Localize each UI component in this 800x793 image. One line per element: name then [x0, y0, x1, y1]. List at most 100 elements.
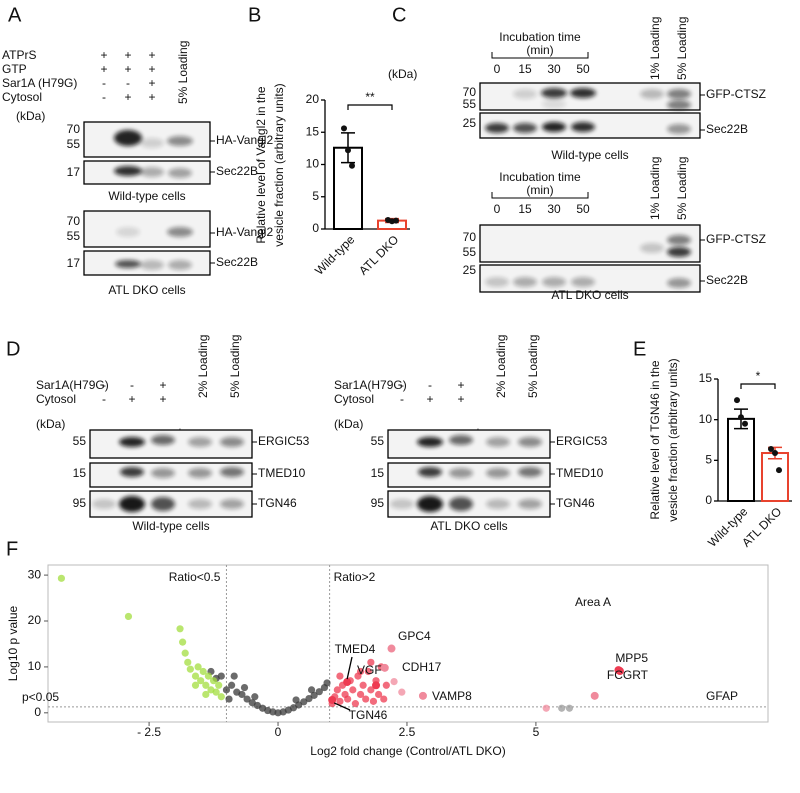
band — [116, 227, 140, 237]
data-point — [191, 681, 200, 689]
y-tick-label: 0 — [705, 493, 712, 507]
band — [417, 437, 443, 447]
data-point — [349, 686, 357, 694]
band — [449, 435, 473, 445]
band — [92, 499, 116, 509]
condition-sign: - — [126, 76, 130, 90]
condition-sign: - — [102, 90, 106, 104]
band — [120, 467, 144, 477]
x-tick-label: Wild-type — [312, 232, 357, 277]
protein-label: Sec22B — [216, 164, 258, 178]
panel-letter: D — [6, 338, 20, 360]
data-point — [238, 690, 246, 699]
band — [151, 435, 175, 445]
band — [115, 260, 141, 268]
band — [640, 243, 664, 253]
kda-marker: 25 — [463, 263, 477, 277]
band — [167, 136, 193, 146]
bracket — [491, 192, 589, 199]
unit: (min) — [526, 183, 553, 197]
band — [667, 124, 691, 134]
band — [486, 437, 510, 447]
condition-sign: - — [102, 392, 106, 406]
time-label: 30 — [547, 62, 561, 76]
data-point — [349, 162, 355, 169]
data-point — [367, 658, 375, 666]
band — [220, 499, 244, 509]
panel-letter: F — [6, 538, 18, 560]
band — [486, 468, 510, 478]
unit: (min) — [526, 43, 553, 57]
kda-marker: 70 — [463, 230, 477, 244]
condition-sign: + — [159, 392, 166, 406]
condition-label: Sar1A(H79G) — [334, 378, 407, 392]
data-point — [186, 665, 194, 673]
protein-label: TGN46 — [556, 496, 595, 510]
blot-frame — [83, 210, 211, 248]
blot-frame — [479, 224, 701, 263]
caption: Wild-type cells — [108, 189, 185, 203]
data-point — [194, 663, 202, 671]
kda-marker: 55 — [67, 137, 81, 151]
caption: ATL DKO cells — [430, 519, 507, 533]
kda-marker: 15 — [73, 466, 87, 480]
band — [140, 167, 164, 177]
band — [114, 166, 142, 176]
loading-label: 2% Loading — [494, 335, 508, 398]
loading-label: 5% Loading — [675, 17, 689, 80]
point-label: TGN46 — [349, 708, 388, 722]
annotation: Ratio>2 — [334, 570, 376, 584]
bar — [761, 452, 789, 503]
band — [390, 499, 414, 509]
protein-label: Sec22B — [706, 273, 748, 287]
condition-sign: + — [100, 48, 107, 62]
data-point — [191, 672, 200, 680]
data-point — [356, 690, 365, 699]
condition-label: Cytosol — [334, 392, 374, 406]
kda-marker: 55 — [73, 434, 87, 448]
y-tick-label: 10 — [28, 659, 42, 673]
kda-marker: 70 — [67, 214, 81, 228]
condition-sign: + — [159, 378, 166, 392]
loading-label: 5% Loading — [675, 157, 689, 220]
y-tick-label: 0 — [34, 705, 41, 719]
labeled-point — [328, 695, 337, 704]
point-label: VGF — [357, 663, 382, 677]
band — [570, 88, 596, 98]
panel-letter: C — [392, 4, 406, 26]
condition-sign: + — [124, 62, 131, 76]
y-axis-label: Relative level of TGN46 in the — [648, 360, 662, 520]
data-point — [179, 638, 187, 646]
band — [151, 468, 175, 478]
annotation: p<0.05 — [22, 690, 59, 704]
leader-line — [333, 702, 351, 711]
data-point — [344, 695, 352, 703]
data-point — [768, 445, 774, 452]
y-tick-label: 5 — [705, 453, 712, 467]
condition-sign: + — [124, 90, 131, 104]
data-point — [204, 672, 213, 680]
panel-letter: A — [8, 4, 22, 26]
caption: Wild-type cells — [551, 148, 628, 162]
data-point — [209, 677, 218, 685]
loading-label: 2% Loading — [196, 335, 210, 398]
data-point — [217, 693, 225, 701]
band — [518, 499, 542, 509]
condition-sign: + — [457, 378, 464, 392]
kda-marker: 25 — [463, 116, 477, 130]
condition-label: Sar1A(H79G) — [36, 378, 109, 392]
loading-label: 5% Loading — [176, 41, 190, 104]
time-label: 30 — [547, 202, 561, 216]
condition-sign: - — [130, 378, 134, 392]
condition-sign: + — [124, 48, 131, 62]
band — [513, 277, 537, 287]
point-label: GPC4 — [398, 629, 431, 643]
data-point — [197, 677, 205, 685]
time-label: 15 — [518, 62, 532, 76]
data-point — [323, 679, 331, 687]
y-tick-label: 0 — [312, 221, 319, 235]
point-label: CDH17 — [402, 660, 442, 674]
data-point — [776, 467, 782, 474]
band — [640, 89, 664, 99]
